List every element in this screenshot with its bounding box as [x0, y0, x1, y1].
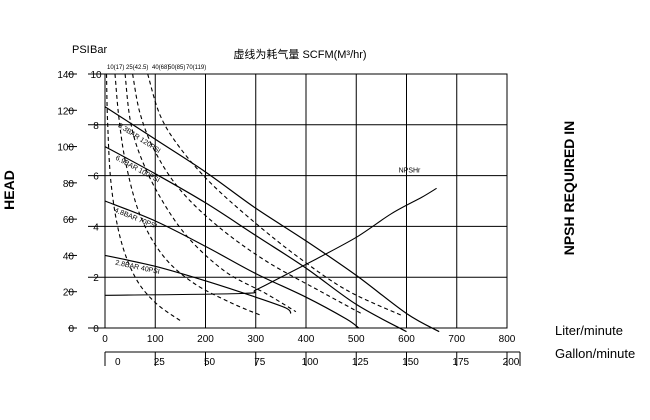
lpm-tick-label-300: 300 — [247, 334, 264, 345]
psi-tick-label-120: 120 — [57, 106, 74, 117]
lpm-tick-label-800: 800 — [499, 334, 516, 345]
bar-tick-label-0: 0 — [93, 324, 99, 335]
gpm-tick-label-175: 175 — [452, 357, 469, 368]
perf-line-0 — [104, 106, 440, 333]
perf-line-2 — [104, 200, 360, 329]
air-curve-4 — [147, 74, 402, 316]
gpm-tick-label-50: 50 — [204, 357, 216, 368]
air-curve-1 — [114, 74, 262, 316]
lpm-tick-label-600: 600 — [398, 334, 415, 345]
bar-tick-label-2: 2 — [93, 273, 99, 284]
bar-tick-label-4: 4 — [93, 222, 99, 233]
psi-tick-label-40: 40 — [63, 251, 75, 262]
npsh-label: NPSHr — [399, 167, 421, 174]
plot-grid — [104, 73, 508, 329]
head-axis-label: HEAD — [1, 170, 17, 210]
perf-label-1: 6.9BAR 100PSI — [114, 155, 161, 185]
x-axis-label-gallon: Gallon/minute — [555, 346, 635, 361]
npsh-line — [104, 187, 437, 296]
perf-series-3: 2.8BAR 40PSI — [104, 254, 292, 314]
gpm-tick-label-200: 200 — [503, 357, 520, 368]
air-consumption-curves — [105, 74, 402, 322]
air-curve-0 — [105, 74, 181, 322]
lpm-tick-label-200: 200 — [197, 334, 214, 345]
air-curve-2 — [124, 74, 297, 313]
npsh-curve: NPSHr — [104, 167, 437, 296]
bar-axis-label: Bar — [90, 44, 107, 56]
air-label-2: 40(68) — [152, 65, 169, 71]
lpm-tick-label-700: 700 — [448, 334, 465, 345]
gpm-tick-label-125: 125 — [352, 357, 369, 368]
gpm-tick-label-0: 0 — [115, 357, 121, 368]
psi-tick-label-60: 60 — [63, 215, 75, 226]
perf-line-3 — [104, 254, 292, 314]
psi-tick-label-80: 80 — [63, 179, 75, 190]
perf-line-1 — [104, 146, 407, 333]
psi-tick-label-0: 0 — [68, 324, 74, 335]
x-axis-label-liter: Liter/minute — [555, 323, 623, 338]
gpm-tick-label-75: 75 — [254, 357, 266, 368]
air-label-1: 25(42.5) — [126, 65, 148, 71]
lpm-tick-label-100: 100 — [147, 334, 164, 345]
bar-tick-label-8: 8 — [93, 121, 99, 132]
chart-title: 虚线为耗气量 SCFM(M³/hr) — [233, 47, 366, 61]
lpm-tick-label-0: 0 — [102, 334, 108, 345]
psi-tick-label-100: 100 — [57, 143, 74, 154]
lpm-tick-label-400: 400 — [298, 334, 315, 345]
npsh-axis-label: NPSH REQUIRED IN — [561, 121, 577, 256]
air-label-0: 10(17) — [107, 65, 124, 71]
gpm-tick-label-150: 150 — [402, 357, 419, 368]
psi-tick-label-20: 20 — [63, 288, 75, 299]
gpm-tick-label-100: 100 — [302, 357, 319, 368]
psi-axis-label: PSI — [72, 44, 90, 56]
air-label-3: 50(85) — [168, 65, 185, 71]
bar-tick-label-10: 10 — [90, 70, 102, 81]
bar-tick-label-6: 6 — [93, 172, 99, 183]
air-label-4: 70(119) — [186, 65, 206, 71]
psi-tick-label-140: 140 — [57, 70, 74, 81]
lpm-tick-label-500: 500 — [348, 334, 365, 345]
gpm-tick-label-25: 25 — [154, 357, 166, 368]
air-curve-3 — [132, 74, 362, 314]
